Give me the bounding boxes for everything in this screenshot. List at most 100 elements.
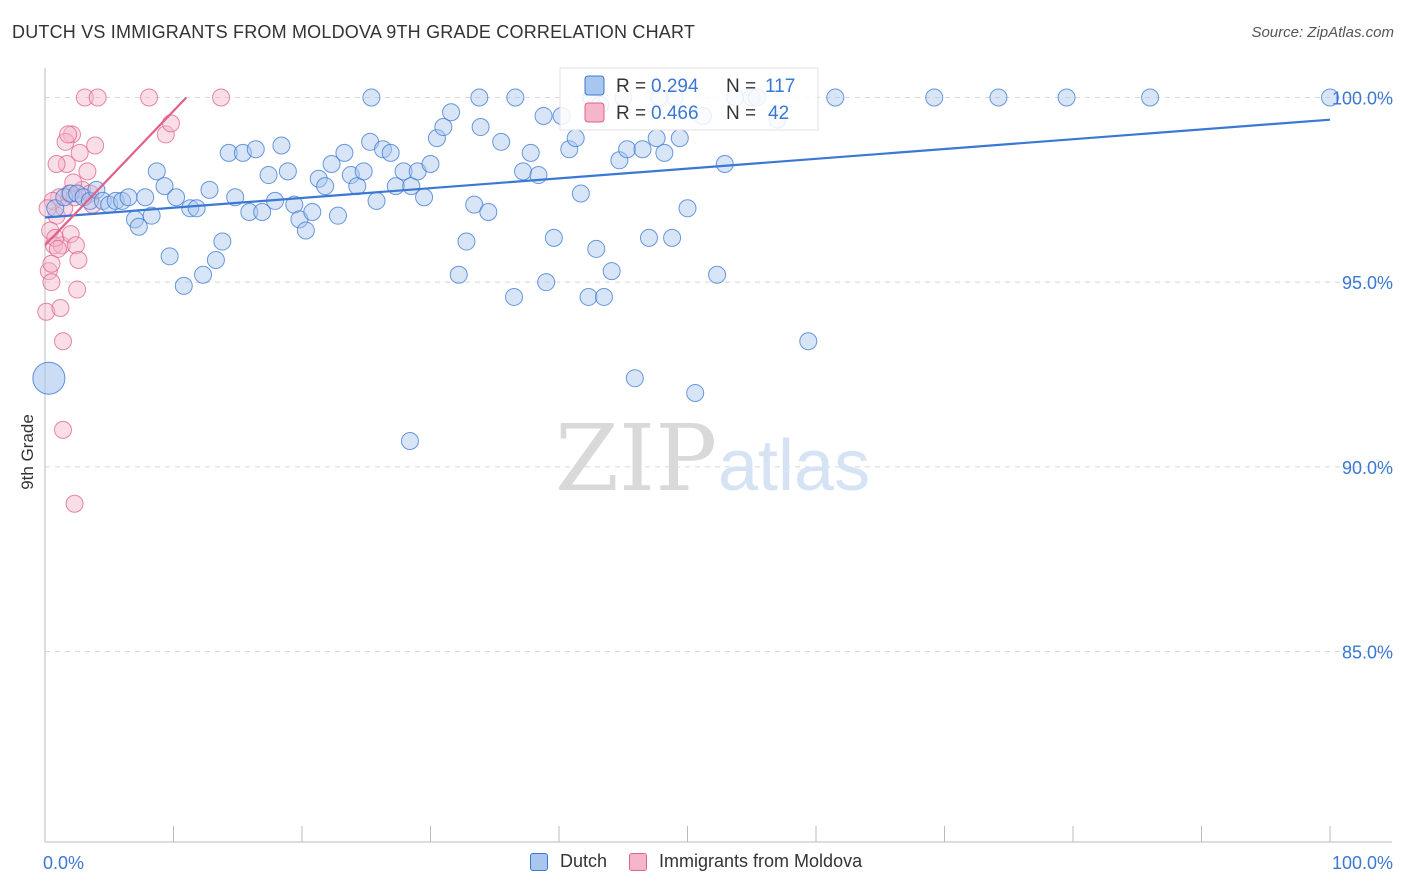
axes bbox=[44, 68, 1392, 843]
dutch-point-24 bbox=[200, 180, 219, 199]
correlation-legend: R = 0.294 N = 117 R = 0.466 N = 42 bbox=[559, 67, 819, 131]
dutch-point-85 bbox=[633, 140, 652, 159]
dutch-point-11 bbox=[119, 188, 138, 207]
legend-swatch-moldova bbox=[584, 102, 605, 123]
dutch-trend-line bbox=[44, 118, 1331, 219]
y-tick-label-0: 100.0% bbox=[1332, 89, 1393, 109]
moldova-point-28 bbox=[59, 125, 78, 144]
dutch-point-106 bbox=[470, 88, 489, 107]
legend-r-label-1: R = bbox=[616, 76, 646, 97]
dutch-point-15 bbox=[142, 206, 161, 225]
legend-item-dutch[interactable]: Dutch bbox=[530, 851, 607, 872]
dutch-point-84 bbox=[625, 369, 644, 388]
dutch-point-81 bbox=[602, 262, 621, 281]
y-axis-label: 9th Grade bbox=[18, 414, 37, 490]
dutch-point-77 bbox=[571, 184, 590, 203]
y-tick-label-3: 85.0% bbox=[1342, 643, 1393, 663]
dutch-point-90 bbox=[670, 129, 689, 148]
svg-text:117: 117 bbox=[765, 76, 795, 97]
moldova-point-26 bbox=[53, 332, 72, 351]
dutch-point-23 bbox=[194, 265, 213, 284]
x-tick-label-0: 0.0% bbox=[43, 853, 84, 873]
dutch-point-80 bbox=[594, 287, 613, 306]
dutch-point-76 bbox=[566, 129, 585, 148]
moldova-point-20 bbox=[88, 88, 107, 107]
moldova-point-23 bbox=[46, 228, 65, 247]
dutch-point-19 bbox=[167, 188, 186, 207]
y-tick-labels: 100.0% 95.0% 90.0% 85.0% bbox=[1332, 89, 1393, 663]
dutch-point-58 bbox=[421, 154, 440, 173]
legend-n-label-1: N = bbox=[726, 76, 756, 97]
moldova-point-13 bbox=[70, 143, 89, 162]
svg-text:0.466: 0.466 bbox=[651, 103, 699, 124]
moldova-point-15 bbox=[75, 88, 94, 107]
dutch-point-31 bbox=[246, 140, 265, 159]
dutch-point-79 bbox=[587, 239, 606, 258]
legend-item-moldova[interactable]: Immigrants from Moldova bbox=[629, 851, 862, 872]
dutch-point-86 bbox=[639, 228, 658, 247]
dutch-point-99 bbox=[799, 332, 818, 351]
dutch-point-65 bbox=[471, 118, 490, 137]
legend-n-label-2: N = bbox=[726, 103, 756, 124]
dutch-point-104 bbox=[1141, 88, 1160, 107]
dutch-point-32 bbox=[253, 202, 272, 221]
dutch-point-103 bbox=[1057, 88, 1076, 107]
dutch-point-88 bbox=[655, 143, 674, 162]
dutch-point-73 bbox=[544, 228, 563, 247]
dutch-point-13 bbox=[129, 217, 148, 236]
dutch-point-42 bbox=[316, 177, 335, 196]
moldova-point-19 bbox=[86, 136, 105, 155]
moldova-point-40 bbox=[42, 254, 61, 273]
moldova-point-36 bbox=[156, 125, 175, 144]
dutch-point-20 bbox=[174, 276, 193, 295]
dutch-point-43 bbox=[322, 154, 341, 173]
moldova-point-32 bbox=[69, 251, 88, 270]
moldova-point-1 bbox=[39, 262, 58, 281]
dutch-point-91 bbox=[678, 199, 697, 218]
dutch-point-large bbox=[32, 361, 66, 395]
dutch-point-16 bbox=[147, 162, 166, 181]
svg-text:42: 42 bbox=[768, 103, 789, 124]
dutch-point-94 bbox=[708, 265, 727, 284]
dutch-point-50 bbox=[367, 191, 386, 210]
svg-text:0.294: 0.294 bbox=[651, 76, 699, 97]
legend-n-value-2: 42 bbox=[768, 103, 789, 124]
moldova-point-12 bbox=[68, 280, 87, 299]
dutch-point-112 bbox=[362, 88, 381, 107]
dutch-point-21 bbox=[181, 199, 200, 218]
dutch-point-72 bbox=[537, 273, 556, 292]
dutch-point-22 bbox=[187, 199, 206, 218]
dutch-point-26 bbox=[213, 232, 232, 251]
moldova-point-16 bbox=[78, 162, 97, 181]
dutch-point-95 bbox=[715, 154, 734, 173]
dutch-point-25 bbox=[206, 251, 225, 270]
dutch-point-75 bbox=[560, 140, 579, 159]
moldova-point-27 bbox=[56, 132, 75, 151]
dutch-point-64 bbox=[465, 195, 484, 214]
dutch-point-48 bbox=[354, 162, 373, 181]
dutch-point-108 bbox=[534, 106, 553, 125]
dutch-point-102 bbox=[989, 88, 1008, 107]
dutch-point-113 bbox=[400, 431, 419, 450]
dutch-point-92 bbox=[686, 383, 705, 402]
dutch-point-63 bbox=[457, 232, 476, 251]
moldova-point-35 bbox=[140, 88, 159, 107]
moldova-point-25 bbox=[51, 299, 70, 318]
x-tick-label-1: 100.0% bbox=[1332, 853, 1393, 873]
dutch-point-78 bbox=[579, 287, 598, 306]
dutch-point-59 bbox=[427, 129, 446, 148]
dutch-point-69 bbox=[514, 162, 533, 181]
legend-n-value-1: 117 bbox=[765, 76, 795, 97]
dutch-point-60 bbox=[434, 118, 453, 137]
dutch-point-70 bbox=[521, 143, 540, 162]
dutch-point-100 bbox=[826, 88, 845, 107]
moldova-point-8 bbox=[57, 154, 76, 173]
moldova-point-33 bbox=[53, 420, 72, 439]
dutch-point-27 bbox=[219, 143, 238, 162]
dutch-point-17 bbox=[155, 177, 174, 196]
dutch-point-62 bbox=[449, 265, 468, 284]
legend-swatch-dutch bbox=[584, 75, 605, 96]
watermark-atlas: atlas bbox=[718, 426, 870, 506]
dutch-point-57 bbox=[415, 188, 434, 207]
